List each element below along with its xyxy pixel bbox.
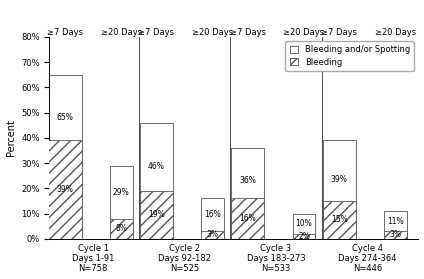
Bar [231,148,265,239]
Text: 46%: 46% [148,162,165,172]
Text: ≥7 Days: ≥7 Days [321,28,357,37]
Text: 3%: 3% [389,230,402,239]
Text: 8%: 8% [115,224,127,233]
Text: 16%: 16% [204,210,221,219]
Text: ≥20 Days: ≥20 Days [375,28,416,37]
Text: 19%: 19% [148,210,165,219]
Bar [110,218,133,239]
Text: ≥7 Days: ≥7 Days [47,28,83,37]
Bar [323,201,356,239]
Text: ≥20 Days: ≥20 Days [283,28,324,37]
Bar [201,198,224,239]
Bar [140,123,173,239]
Text: 3%: 3% [206,230,218,239]
Text: 10%: 10% [296,219,312,228]
Text: 65%: 65% [56,113,73,122]
Bar [293,213,315,239]
Text: 2%: 2% [298,232,310,241]
Bar [140,191,173,239]
Bar [201,231,224,239]
Legend: Bleeding and/or Spotting, Bleeding: Bleeding and/or Spotting, Bleeding [285,41,414,71]
Bar [384,231,407,239]
Text: 39%: 39% [331,175,348,184]
Bar [110,166,133,239]
Bar [293,234,315,239]
Bar [48,75,82,239]
Text: 29%: 29% [113,187,129,197]
Text: 15%: 15% [331,215,348,224]
Text: 16%: 16% [240,214,256,223]
Text: ≥7 Days: ≥7 Days [230,28,266,37]
Text: 36%: 36% [240,176,257,185]
Bar [323,140,356,239]
Text: ≥20 Days: ≥20 Days [100,28,142,37]
Text: ≥20 Days: ≥20 Days [192,28,233,37]
Text: 39%: 39% [56,185,73,194]
Text: ≥7 Days: ≥7 Days [139,28,174,37]
Y-axis label: Percent: Percent [6,119,16,156]
Bar [231,198,265,239]
Text: 11%: 11% [387,217,404,226]
Bar [384,211,407,239]
Bar [48,140,82,239]
